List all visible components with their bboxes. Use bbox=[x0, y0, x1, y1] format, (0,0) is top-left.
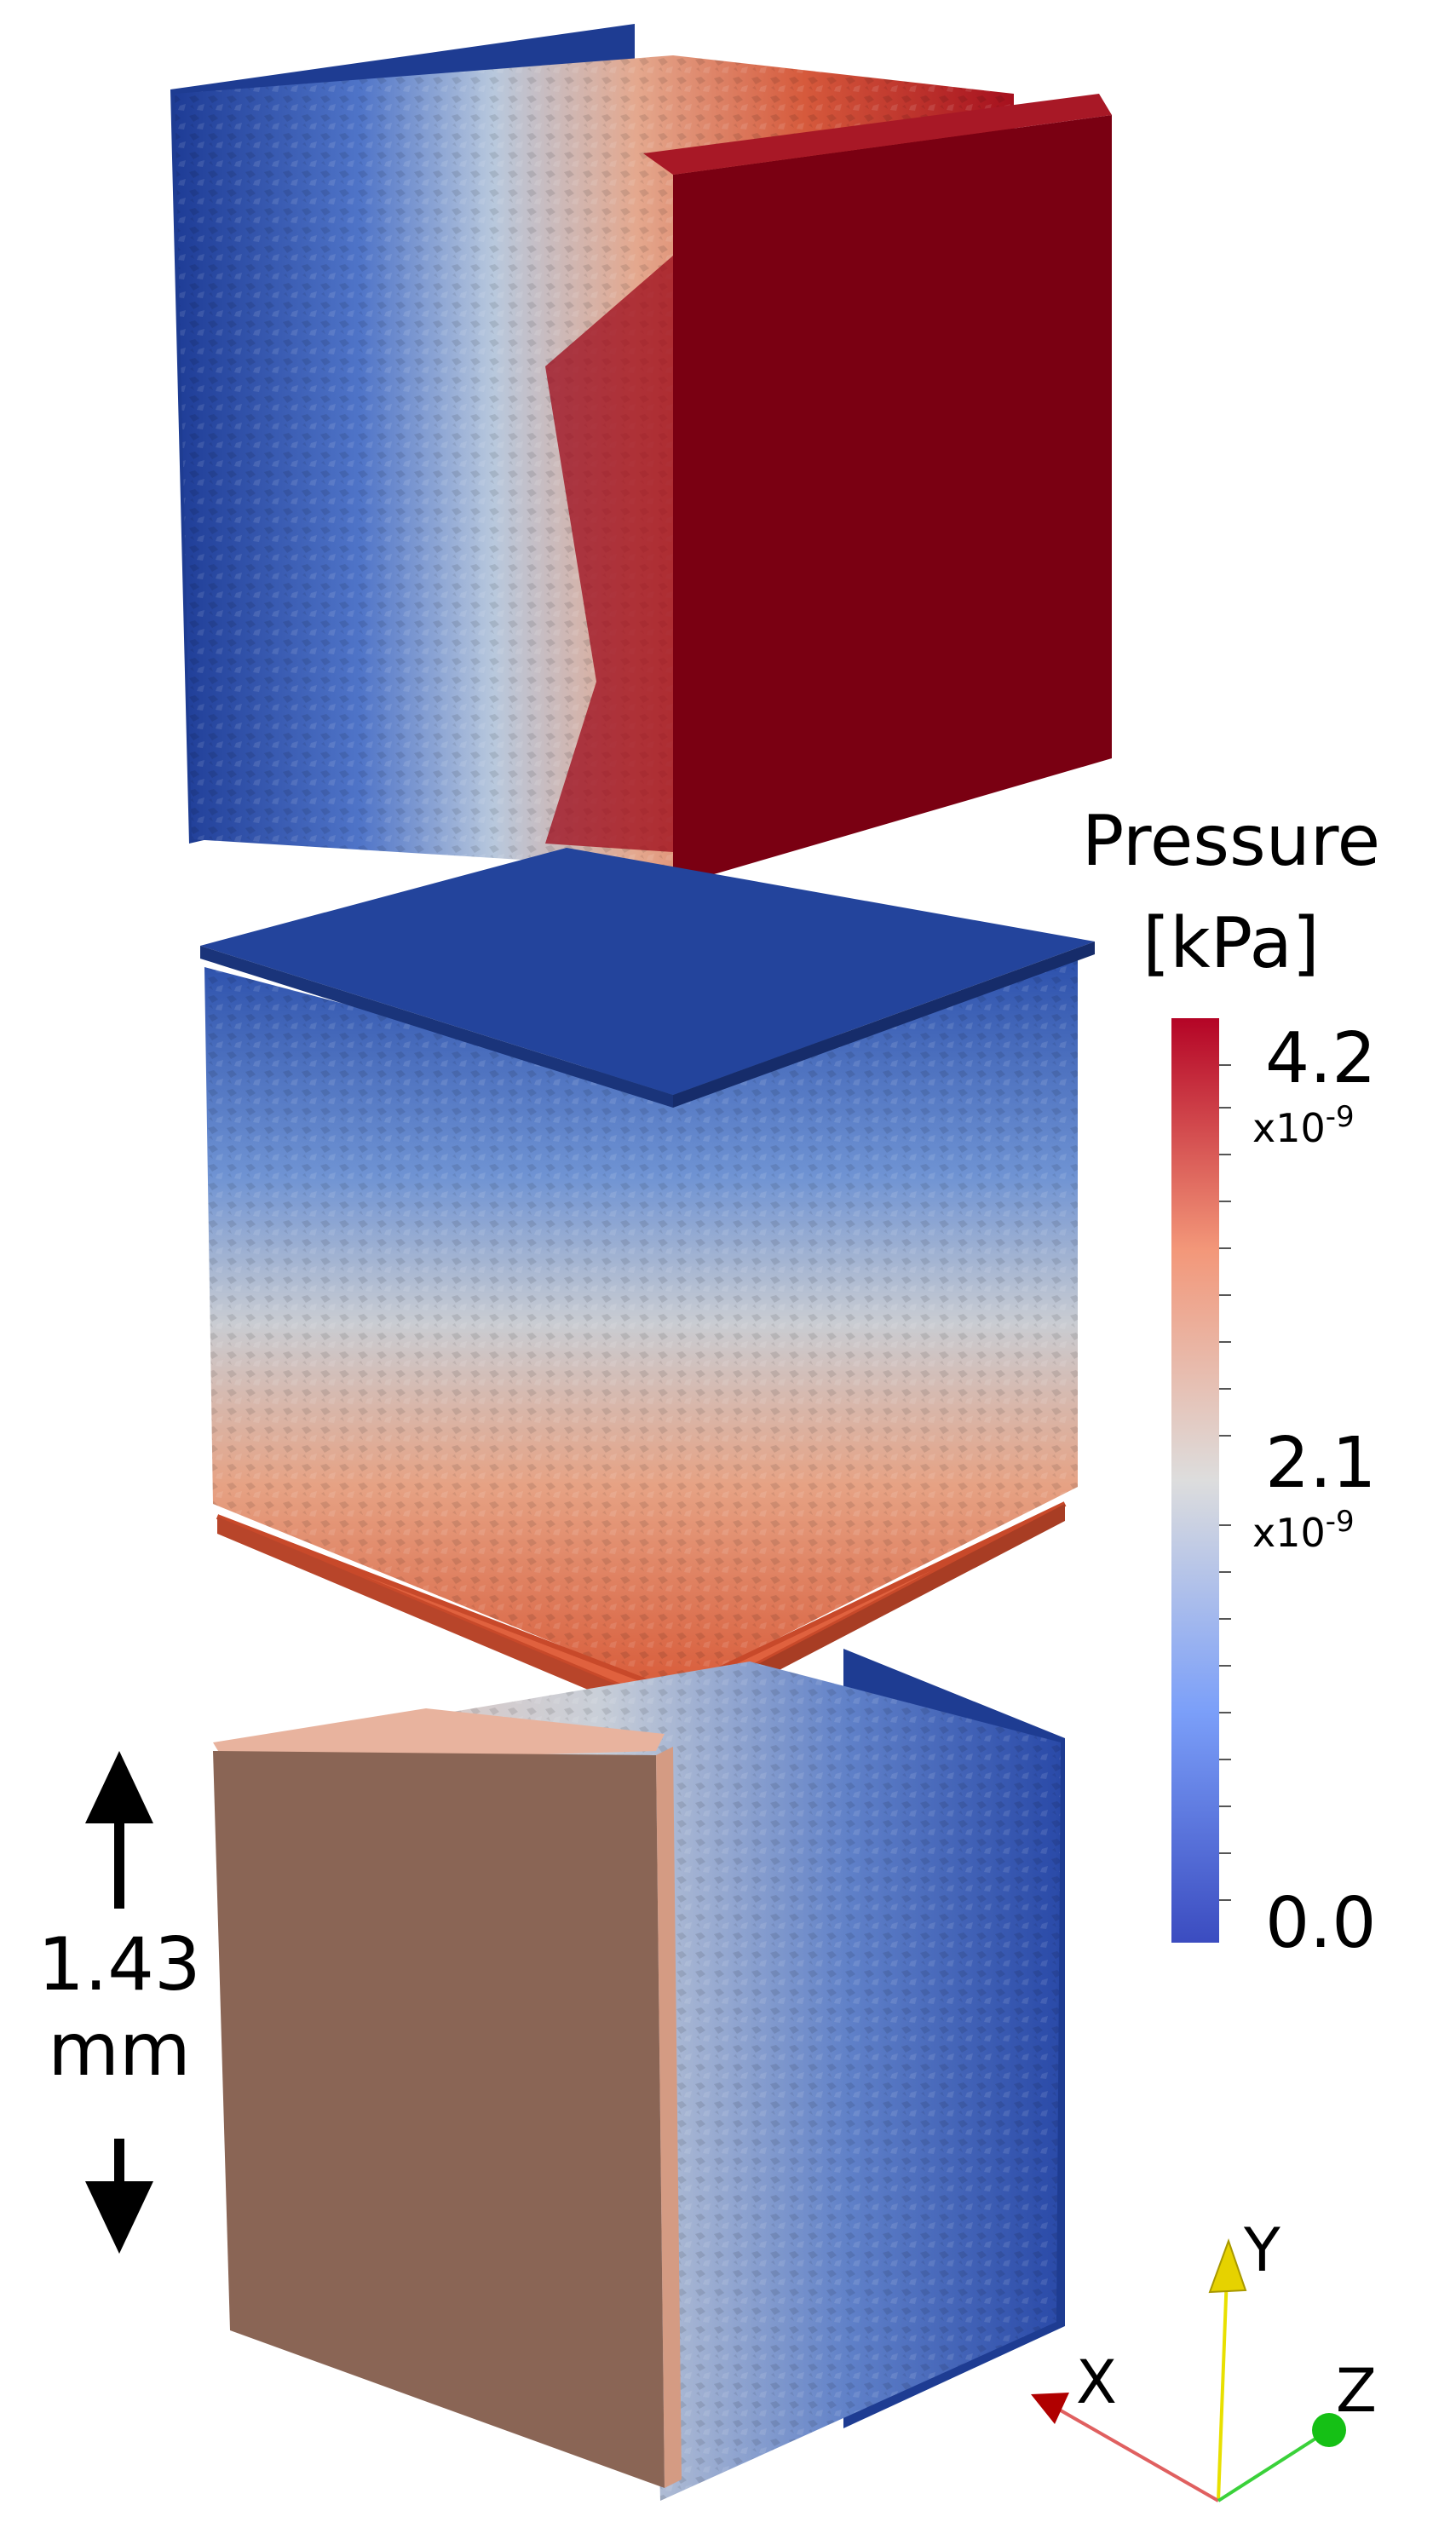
x-axis-arrowhead bbox=[1031, 2393, 1069, 2424]
x-axis-label: X bbox=[1076, 2347, 1117, 2417]
middle-cube bbox=[200, 848, 1095, 1725]
scale-bar-value: 1.43 bbox=[37, 1922, 200, 2007]
legend-tick-max-exponent: x10-9 bbox=[1252, 1100, 1355, 1151]
top-cube bbox=[170, 24, 1112, 886]
legend-color-bar bbox=[1171, 1018, 1219, 1943]
scale-bar-up-arrowhead bbox=[85, 1751, 153, 1823]
legend-tick-min: 0.0 bbox=[1265, 1883, 1376, 1964]
middle-cube-bottom-plate-edge bbox=[217, 1517, 673, 1725]
middle-cube-top-plate-edge bbox=[200, 946, 673, 1108]
legend-title-line2: [kPa] bbox=[1142, 903, 1319, 984]
y-axis-line bbox=[1217, 2274, 1229, 2502]
top-cube-inner-dark-red-region bbox=[545, 256, 673, 852]
legend-minor-ticks bbox=[1219, 1064, 1231, 1901]
bottom-cube-top-edge bbox=[213, 1708, 665, 1764]
top-cube-red-face-top-edge bbox=[643, 94, 1112, 175]
z-axis-label: Z bbox=[1336, 2356, 1377, 2426]
legend-tick-mid-exponent: x10-9 bbox=[1252, 1505, 1355, 1556]
top-cube-front-red-face bbox=[673, 115, 1112, 886]
z-axis-line bbox=[1217, 2431, 1327, 2502]
legend-tick-mid: 2.1 bbox=[1265, 1423, 1376, 1504]
bottom-cube-front-face-side bbox=[656, 1747, 682, 2488]
x-axis-line bbox=[1054, 2405, 1219, 2502]
scale-bar: 1.43 mm bbox=[37, 1751, 201, 2254]
middle-cube-top-blue-plate bbox=[200, 848, 1095, 1095]
legend-title-line1: Pressure bbox=[1082, 801, 1380, 882]
scale-bar-down-arrowhead bbox=[85, 2181, 153, 2254]
scale-bar-unit: mm bbox=[48, 2007, 191, 2093]
orientation-axes: Y X Z bbox=[1031, 2215, 1377, 2502]
bottom-cube bbox=[213, 1649, 1065, 2501]
middle-cube-top-plate-edge-right bbox=[673, 942, 1095, 1108]
y-axis-arrowhead bbox=[1208, 2238, 1247, 2294]
color-legend: Pressure [kPa] 4.2 x10-9 2.1 x10-9 bbox=[1082, 801, 1380, 1964]
z-axis-marker bbox=[1312, 2413, 1346, 2447]
bottom-cube-front-tan-face bbox=[213, 1751, 665, 2488]
legend-tick-max: 4.2 bbox=[1265, 1018, 1376, 1099]
y-axis-label: Y bbox=[1243, 2215, 1280, 2285]
middle-cube-porous-texture bbox=[204, 954, 1078, 1691]
